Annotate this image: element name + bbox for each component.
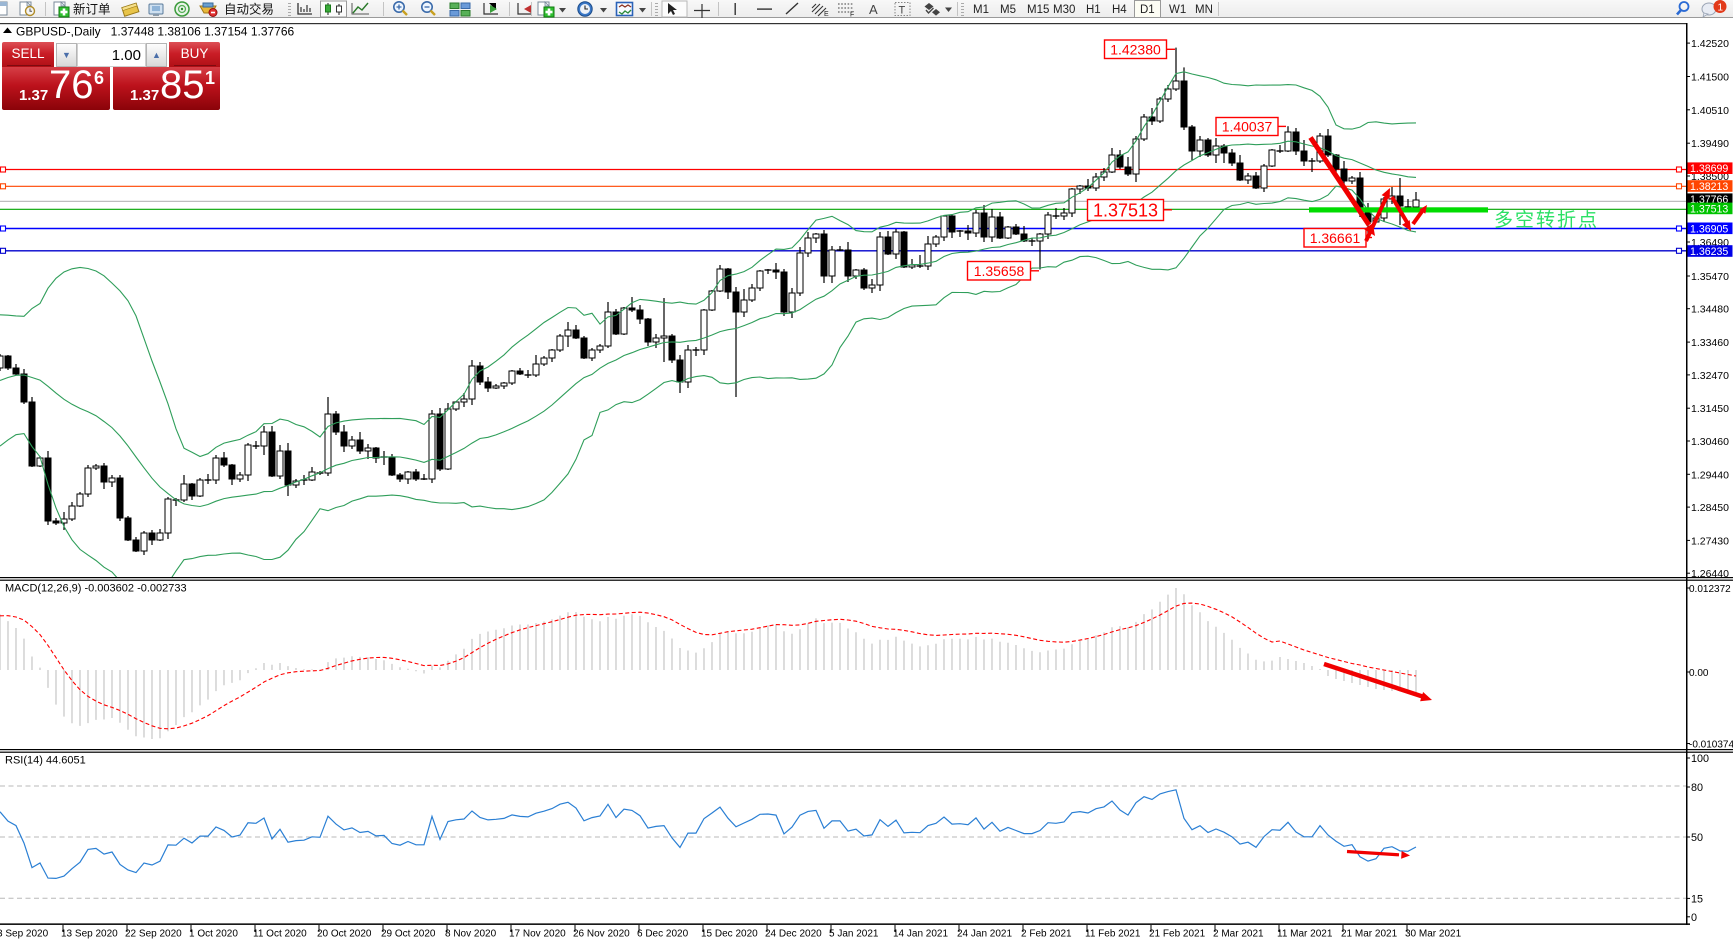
svg-text:0: 0: [1691, 912, 1697, 924]
svg-text:80: 80: [1691, 782, 1703, 794]
svg-text:5 Jan 2021: 5 Jan 2021: [829, 929, 879, 940]
svg-text:E: E: [824, 11, 829, 18]
svg-text:1 Oct 2020: 1 Oct 2020: [189, 929, 238, 940]
svg-text:1.34480: 1.34480: [1691, 304, 1729, 316]
svg-text:24 Jan 2021: 24 Jan 2021: [957, 929, 1012, 940]
svg-text:1.35658: 1.35658: [974, 263, 1025, 279]
svg-text:15 Dec 2020: 15 Dec 2020: [701, 929, 758, 940]
svg-text:1.28450: 1.28450: [1691, 502, 1729, 514]
svg-text:1.30460: 1.30460: [1691, 436, 1729, 448]
svg-text:1.26440: 1.26440: [1691, 568, 1729, 580]
svg-text:2 Feb 2021: 2 Feb 2021: [1021, 929, 1072, 940]
svg-text:M15: M15: [1027, 4, 1049, 16]
svg-text:F: F: [850, 12, 854, 19]
svg-text:W1: W1: [1169, 4, 1186, 16]
svg-text:多空转折点: 多空转折点: [1494, 209, 1599, 231]
svg-text:1.38213: 1.38213: [1690, 181, 1728, 193]
svg-text:1.32470: 1.32470: [1691, 370, 1729, 382]
svg-text:6 Dec 2020: 6 Dec 2020: [637, 929, 689, 940]
svg-text:GBPUSD-,Daily 1.37448 1.3810: GBPUSD-,Daily 1.37448 1.38106 1.37154 1.…: [16, 25, 295, 39]
svg-text:50: 50: [1691, 832, 1703, 844]
svg-text:13 Sep 2020: 13 Sep 2020: [61, 929, 118, 940]
svg-text:8 Nov 2020: 8 Nov 2020: [445, 929, 497, 940]
svg-text:D1: D1: [1140, 4, 1155, 16]
svg-text:0.00: 0.00: [1689, 668, 1709, 679]
svg-text:3 Sep 2020: 3 Sep 2020: [0, 929, 49, 940]
svg-text:30 Mar 2021: 30 Mar 2021: [1405, 929, 1462, 940]
svg-text:1.37513: 1.37513: [1690, 203, 1728, 215]
svg-text:100: 100: [1691, 753, 1709, 765]
svg-text:MN: MN: [1195, 4, 1213, 16]
svg-text:H4: H4: [1112, 4, 1127, 16]
svg-text:22 Sep 2020: 22 Sep 2020: [125, 929, 182, 940]
svg-text:1.42380: 1.42380: [1110, 41, 1161, 57]
svg-text:15: 15: [1691, 893, 1703, 905]
svg-text:17 Nov 2020: 17 Nov 2020: [509, 929, 566, 940]
svg-text:21 Mar 2021: 21 Mar 2021: [1341, 929, 1398, 940]
svg-text:1.29440: 1.29440: [1691, 469, 1729, 481]
svg-text:M5: M5: [1000, 4, 1016, 16]
svg-text:1.38699: 1.38699: [1690, 163, 1728, 175]
svg-text:M30: M30: [1053, 4, 1075, 16]
svg-text:1.33460: 1.33460: [1691, 337, 1729, 349]
svg-text:14 Jan 2021: 14 Jan 2021: [893, 929, 948, 940]
svg-text:11 Oct 2020: 11 Oct 2020: [253, 929, 307, 940]
svg-text:T: T: [899, 5, 906, 17]
svg-text:20 Oct 2020: 20 Oct 2020: [317, 929, 372, 940]
svg-text:11 Mar 2021: 11 Mar 2021: [1277, 929, 1333, 940]
svg-text:MACD(12,26,9) -0.003602 -0.002: MACD(12,26,9) -0.003602 -0.002733: [5, 583, 187, 595]
svg-text:1.39490: 1.39490: [1691, 138, 1729, 150]
svg-text:1.36235: 1.36235: [1690, 246, 1728, 258]
svg-text:1.36661: 1.36661: [1310, 230, 1361, 246]
svg-text:21 Feb 2021: 21 Feb 2021: [1149, 929, 1206, 940]
svg-text:1.40510: 1.40510: [1691, 105, 1729, 117]
svg-text:1.37513: 1.37513: [1093, 200, 1158, 220]
svg-text:1.35470: 1.35470: [1691, 271, 1729, 283]
svg-text:1.31450: 1.31450: [1691, 403, 1729, 415]
svg-text:H1: H1: [1086, 4, 1101, 16]
svg-text:新订单: 新订单: [73, 2, 111, 17]
svg-text:RSI(14) 44.6051: RSI(14) 44.6051: [5, 755, 86, 767]
svg-text:1.41500: 1.41500: [1691, 72, 1729, 84]
svg-text:0.012372: 0.012372: [1689, 584, 1731, 595]
svg-text:26 Nov 2020: 26 Nov 2020: [573, 929, 630, 940]
svg-text:1.27430: 1.27430: [1691, 535, 1729, 547]
svg-text:自动交易: 自动交易: [224, 2, 274, 17]
svg-text:2 Mar 2021: 2 Mar 2021: [1213, 929, 1264, 940]
svg-text:A: A: [869, 2, 878, 17]
svg-text:1: 1: [1718, 3, 1724, 14]
svg-text:1.42520: 1.42520: [1691, 38, 1729, 50]
svg-text:-0.010374: -0.010374: [1689, 739, 1733, 750]
svg-text:1.36905: 1.36905: [1690, 223, 1728, 235]
svg-text:29 Oct 2020: 29 Oct 2020: [381, 929, 436, 940]
svg-text:1.40037: 1.40037: [1222, 119, 1273, 135]
svg-text:M1: M1: [973, 4, 989, 16]
svg-text:11 Feb 2021: 11 Feb 2021: [1085, 929, 1141, 940]
svg-text:24 Dec 2020: 24 Dec 2020: [765, 929, 822, 940]
